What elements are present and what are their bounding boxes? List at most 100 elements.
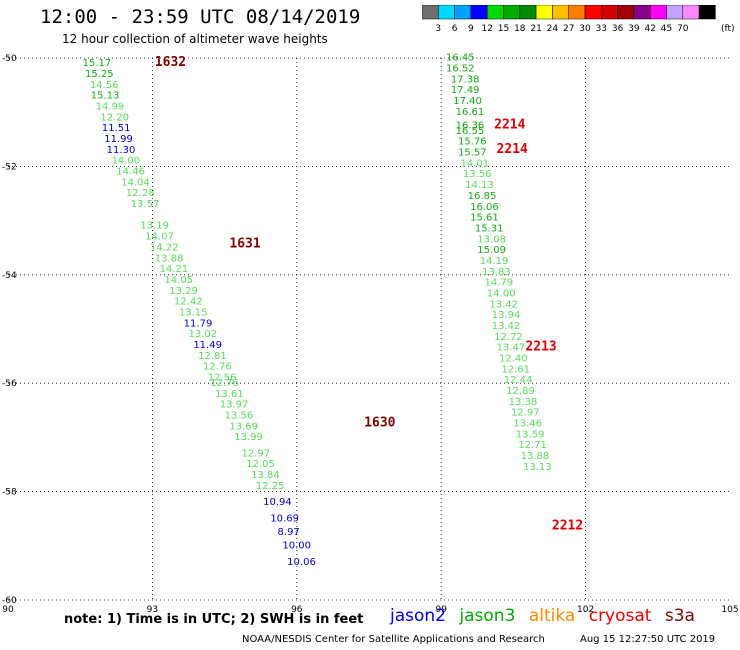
credit-line: NOAA/NESDIS Center for Satellite Applica…: [242, 634, 545, 645]
colorbar-tick-label: 45: [661, 24, 672, 34]
colorbar-tick-label: 70: [677, 24, 689, 34]
x-tick-label: 93: [147, 605, 158, 615]
wave-height-value: 12.81: [198, 351, 227, 362]
wave-height-value: 13.02: [189, 329, 218, 340]
colorbar-tick-label: 24: [547, 24, 559, 34]
legend-altika: altika: [528, 606, 576, 626]
wave-height-value: 15.13: [91, 91, 120, 102]
y-tick-label: -50: [2, 54, 17, 64]
wave-height-value: 15.31: [475, 223, 504, 234]
wave-height-value: 12.72: [494, 332, 523, 343]
wave-height-value: 14.05: [164, 275, 193, 286]
y-tick-label: -60: [2, 596, 17, 606]
wave-height-value: 11.79: [184, 318, 213, 329]
wave-height-value: 13.97: [220, 400, 249, 411]
pass-time-label: 1631: [229, 237, 260, 252]
wave-height-value: 13.56: [225, 410, 254, 421]
colorbar-tick-label: 42: [644, 24, 655, 34]
pass-time-label: 1630: [364, 416, 395, 431]
wave-height-value: 13.19: [140, 221, 169, 232]
wave-height-value: 15.76: [458, 137, 487, 148]
wave-height-value: 13.15: [179, 307, 208, 318]
wave-height-value: 12.76: [210, 378, 239, 389]
colorbar-tick-label: 9: [468, 24, 474, 34]
wave-height-value: 10.94: [263, 497, 292, 508]
wave-height-value: 16.52: [446, 64, 475, 75]
pass-time-label: 1632: [155, 55, 186, 70]
wave-height-value: 16.06: [470, 202, 499, 213]
wave-height-value: 10.00: [282, 541, 311, 552]
colorbar-tick-label: 15: [498, 24, 509, 34]
colorbar-tick-label: 30: [579, 24, 591, 34]
wave-height-value: 12.97: [511, 408, 540, 419]
wave-height-value: 14.21: [160, 264, 189, 275]
wave-height-value: 14.00: [111, 156, 140, 167]
colorbar-tick-label: 3: [435, 24, 441, 34]
wave-height-value: 12.71: [518, 440, 547, 451]
wave-height-value: 14.13: [465, 180, 494, 191]
colorbar-tick-label: 6: [452, 24, 458, 34]
wave-height-value: 15.09: [477, 245, 506, 256]
wave-height-value: 11.51: [102, 123, 131, 134]
x-tick-label: 96: [291, 605, 303, 615]
x-tick-label: 105: [721, 605, 738, 615]
wave-height-value: 12.20: [100, 112, 129, 123]
wave-height-value: 13.29: [169, 286, 198, 297]
footer-note: note: 1) Time is in UTC; 2) SWH is in fe…: [64, 612, 364, 627]
wave-height-value: 14.79: [485, 278, 514, 289]
wave-height-value: 17.40: [453, 96, 482, 107]
wave-height-value: 10.06: [287, 557, 316, 568]
colorbar-tick-label: 21: [530, 24, 541, 34]
wave-height-value: 15.17: [83, 58, 112, 69]
wave-height-value: 11.30: [107, 145, 136, 156]
colorbar-unit: (ft): [721, 24, 735, 34]
wave-height-value: 17.49: [451, 85, 480, 96]
x-tick-label: 90: [2, 605, 14, 615]
wave-height-value: 13.88: [155, 253, 184, 264]
wave-height-value: 11.99: [104, 134, 133, 145]
wave-height-value: 13.47: [497, 343, 526, 354]
wave-height-value: 12.42: [174, 297, 203, 308]
pass-time-label: 2214: [497, 142, 528, 157]
chart-subtitle: 12 hour collection of altimeter wave hei…: [62, 32, 328, 46]
colorbar-tick-label: 36: [612, 24, 624, 34]
wave-height-value: 14.04: [121, 177, 150, 188]
wave-height-value: 13.56: [463, 169, 492, 180]
wave-height-value: 13.61: [215, 389, 244, 400]
legend-s3a: s3a: [664, 606, 695, 626]
wave-height-value: 14.22: [150, 242, 179, 253]
wave-height-value: 14.46: [116, 167, 145, 178]
wave-height-value: 16.36: [456, 120, 485, 131]
wave-height-value: 12.89: [506, 386, 535, 397]
colorbar-swatch: [698, 5, 716, 20]
wave-height-value: 13.46: [513, 419, 542, 430]
wave-height-value: 14.00: [487, 288, 516, 299]
colorbar-tick-label: 27: [563, 24, 574, 34]
wave-height-value: 14.99: [96, 101, 125, 112]
wave-height-value: 13.83: [482, 267, 511, 278]
wave-height-value: 14.01: [460, 158, 489, 169]
wave-height-value: 14.56: [90, 80, 119, 91]
wave-height-value: 13.59: [516, 429, 545, 440]
colorbar-tick-label: 33: [596, 24, 607, 34]
x-tick-label: 102: [577, 605, 594, 615]
wave-height-value: 10.69: [270, 513, 299, 524]
pass-time-label: 2214: [494, 117, 525, 132]
wave-height-value: 13.57: [131, 199, 160, 210]
chart-title: 12:00 - 23:59 UTC 08/14/2019: [40, 6, 361, 28]
wave-height-value: 12.25: [256, 481, 285, 492]
y-tick-label: -58: [2, 488, 17, 498]
wave-height-value: 12.76: [203, 362, 232, 373]
wave-height-value: 13.08: [477, 234, 506, 245]
wave-height-value: 15.57: [458, 148, 487, 159]
wave-height-value: 13.84: [251, 470, 280, 481]
y-tick-label: -54: [2, 271, 17, 281]
wave-height-value: 13.13: [523, 462, 552, 473]
generation-timestamp: Aug 15 12:27:50 UTC 2019: [580, 634, 716, 645]
wave-height-value: 12.61: [501, 364, 530, 375]
wave-height-value: 11.49: [193, 340, 222, 351]
wave-height-value: 12.28: [126, 188, 155, 199]
wave-height-value: 13.42: [492, 321, 521, 332]
wave-height-value: 13.69: [229, 421, 258, 432]
